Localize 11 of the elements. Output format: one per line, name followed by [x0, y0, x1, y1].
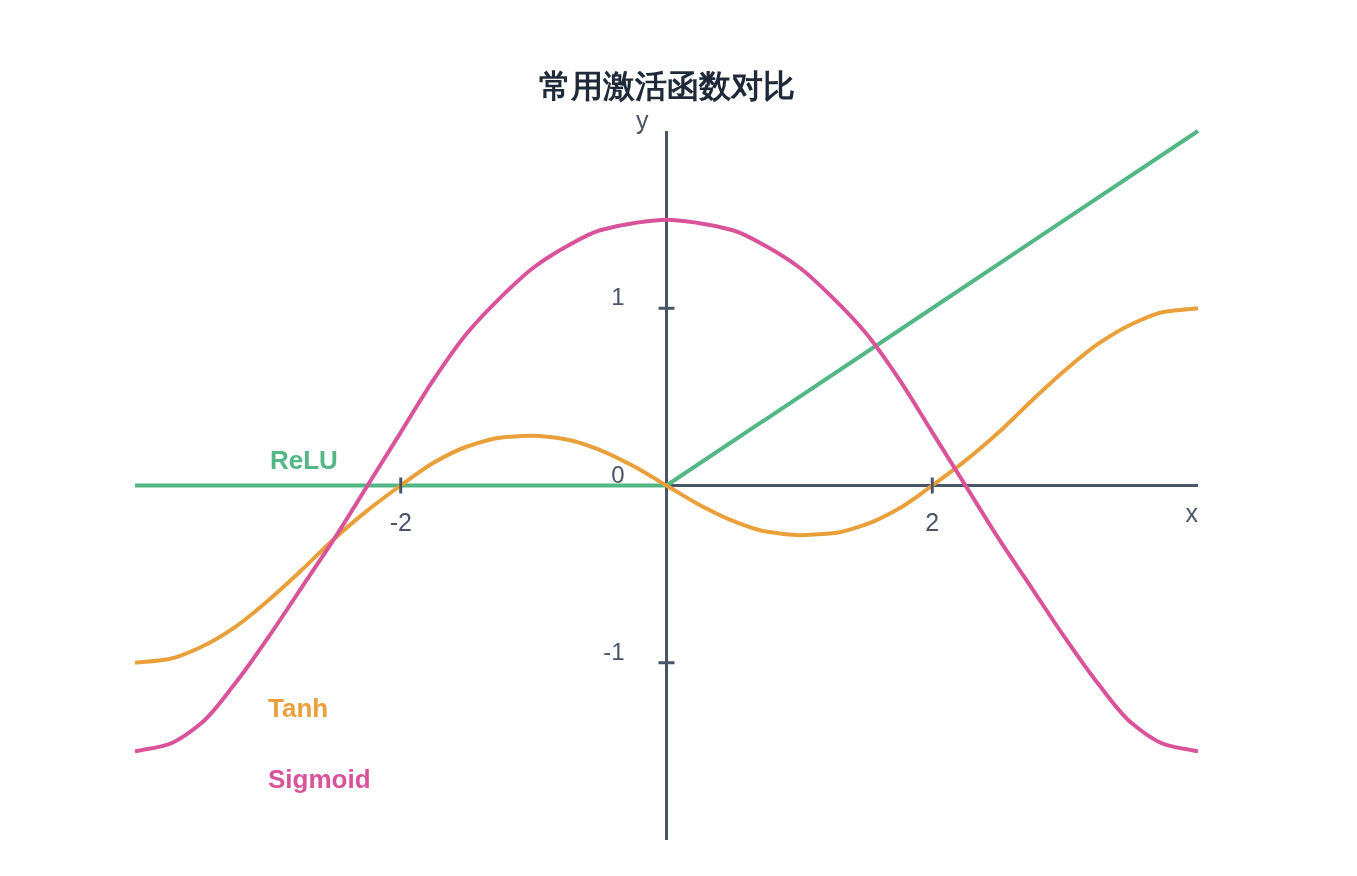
y-tick-label: 1 — [611, 283, 625, 311]
series-label: ReLU — [270, 444, 338, 475]
series-label: Tanh — [268, 693, 329, 723]
chart-title: 常用激活函数对比 — [538, 68, 795, 104]
x-axis-title: x — [1185, 498, 1199, 527]
series-label: Sigmoid — [268, 764, 371, 794]
y-tick-label: -1 — [603, 637, 625, 665]
x-tick-label: 2 — [925, 507, 940, 536]
x-tick-label: -2 — [389, 507, 412, 536]
y-axis-title: y — [636, 106, 649, 134]
y-tick-label: 0 — [611, 460, 625, 488]
